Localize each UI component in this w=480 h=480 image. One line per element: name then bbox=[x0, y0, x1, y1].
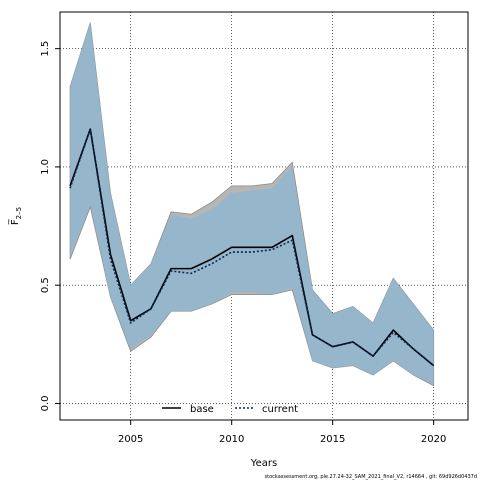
y-tick-label: 1.0 bbox=[40, 159, 51, 175]
x-tick-label: 2005 bbox=[118, 434, 143, 445]
y-tick-label: 0.0 bbox=[40, 395, 51, 411]
series-line-base bbox=[69, 128, 435, 367]
plot-frame bbox=[59, 11, 469, 421]
legend-label-base: base bbox=[190, 404, 214, 415]
legend: base current bbox=[162, 404, 298, 415]
x-axis: 2005 2010 2015 2020 bbox=[118, 420, 446, 445]
footnote: stockassessment.org, ple.27.24-32_SAM_20… bbox=[265, 474, 477, 480]
x-tick-label: 2010 bbox=[219, 434, 244, 445]
confidence-band-current bbox=[70, 22, 434, 385]
x-tick-label: 2015 bbox=[320, 434, 345, 445]
legend-label-current: current bbox=[262, 404, 298, 415]
x-tick-label: 2020 bbox=[421, 434, 446, 445]
series-line-current bbox=[69, 128, 435, 367]
confidence-bands bbox=[69, 22, 435, 387]
y-axis-title-main: F̅ bbox=[8, 218, 21, 225]
y-axis-title-sub: 2–5 bbox=[15, 207, 23, 219]
y-tick-label: 1.5 bbox=[40, 41, 51, 57]
y-tick-label: 0.5 bbox=[40, 277, 51, 293]
svg-text:F̅2–5: F̅2–5 bbox=[8, 207, 23, 225]
x-axis-title: Years bbox=[250, 458, 277, 469]
y-axis: 0.0 0.5 1.0 1.5 bbox=[40, 41, 60, 411]
series-lines bbox=[69, 128, 435, 367]
y-axis-title: F̅2–5 bbox=[8, 207, 23, 225]
